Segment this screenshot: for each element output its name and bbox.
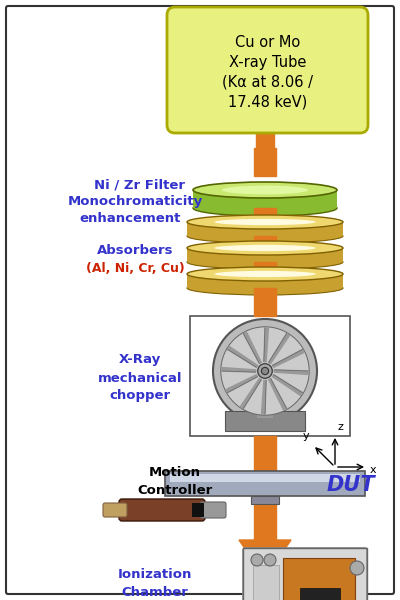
Bar [283, 558, 355, 600]
Polygon shape [272, 349, 304, 367]
Bar [187, 274, 343, 288]
Text: Chamber: Chamber [122, 587, 188, 599]
Text: Motion: Motion [149, 466, 201, 479]
Bar [254, 436, 276, 471]
FancyBboxPatch shape [243, 548, 367, 600]
Ellipse shape [214, 245, 316, 251]
Ellipse shape [214, 219, 316, 225]
Bar [187, 222, 343, 236]
Polygon shape [264, 328, 268, 362]
Bar [193, 190, 337, 208]
Ellipse shape [193, 182, 337, 198]
Text: DUT: DUT [326, 475, 375, 495]
Bar [254, 262, 276, 274]
Bar [254, 288, 276, 316]
Ellipse shape [187, 215, 343, 229]
Bar [256, 125, 274, 148]
Circle shape [258, 364, 272, 378]
Text: Ni / Zr Filter: Ni / Zr Filter [94, 179, 186, 191]
Polygon shape [272, 374, 302, 395]
Ellipse shape [193, 200, 337, 216]
Text: z: z [338, 422, 344, 432]
Text: enhancement: enhancement [79, 212, 181, 226]
Bar [225, 411, 305, 431]
Bar [257, 411, 273, 418]
Bar [165, 471, 365, 496]
Text: Monochromaticity: Monochromaticity [67, 196, 203, 208]
Polygon shape [226, 374, 258, 392]
Text: x: x [370, 465, 377, 475]
FancyBboxPatch shape [103, 503, 127, 517]
Polygon shape [228, 347, 258, 367]
FancyBboxPatch shape [167, 7, 368, 133]
Bar [251, 496, 279, 504]
Bar [170, 474, 360, 482]
Bar [253, 565, 279, 600]
Bar [254, 316, 276, 436]
Text: Cu or Mo
X-ray Tube
(Kα at 8.06 /
17.48 keV): Cu or Mo X-ray Tube (Kα at 8.06 / 17.48 … [222, 35, 313, 109]
Circle shape [264, 554, 276, 566]
Ellipse shape [187, 229, 343, 243]
Text: (Al, Ni, Cr, Cu): (Al, Ni, Cr, Cu) [86, 262, 184, 275]
Bar [187, 248, 343, 262]
FancyBboxPatch shape [200, 502, 226, 518]
FancyBboxPatch shape [119, 499, 205, 521]
Polygon shape [274, 370, 308, 374]
Text: Controller: Controller [137, 484, 213, 497]
Ellipse shape [222, 185, 308, 194]
Bar [300, 588, 340, 600]
Polygon shape [262, 380, 266, 414]
Text: y: y [303, 431, 310, 441]
Text: Ionization: Ionization [118, 569, 192, 581]
Ellipse shape [187, 281, 343, 295]
Bar [254, 166, 276, 176]
Bar [254, 236, 276, 248]
Bar [254, 208, 276, 222]
Bar [190, 316, 350, 436]
Ellipse shape [187, 241, 343, 255]
Circle shape [261, 367, 269, 374]
Text: X-Ray: X-Ray [119, 353, 161, 367]
Ellipse shape [187, 267, 343, 281]
Text: chopper: chopper [110, 389, 170, 403]
Polygon shape [240, 379, 261, 409]
Bar [254, 148, 276, 166]
Circle shape [221, 327, 309, 415]
Polygon shape [222, 368, 256, 372]
Polygon shape [244, 332, 261, 364]
Ellipse shape [187, 255, 343, 269]
Text: Absorbers: Absorbers [97, 244, 173, 257]
Circle shape [213, 319, 317, 423]
FancyBboxPatch shape [6, 6, 394, 594]
Text: mechanical: mechanical [98, 371, 182, 385]
Polygon shape [269, 334, 290, 364]
Circle shape [251, 554, 263, 566]
Bar [243, 548, 367, 600]
Bar [192, 503, 204, 517]
Polygon shape [269, 379, 286, 410]
Bar [254, 504, 276, 540]
Ellipse shape [214, 271, 316, 277]
Polygon shape [239, 540, 291, 578]
Circle shape [350, 561, 364, 575]
